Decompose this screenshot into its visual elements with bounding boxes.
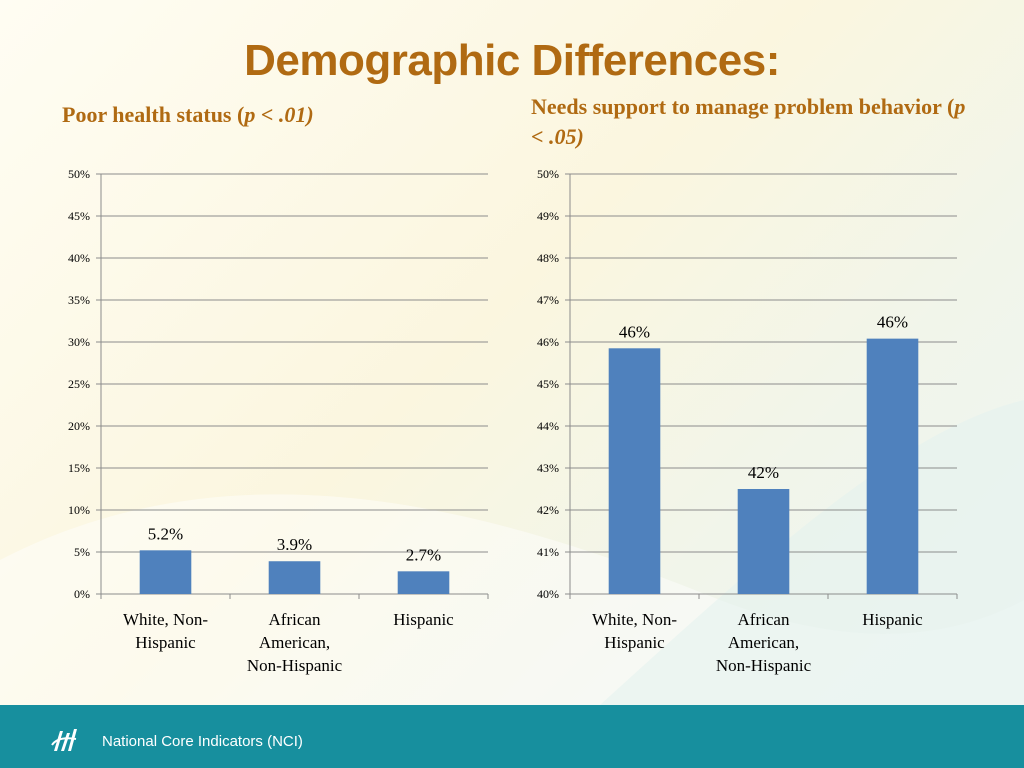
left-chart-ytick-label: 50% <box>68 167 90 181</box>
left-chart-category-label: Non-Hispanic <box>247 656 343 675</box>
left-chart-category-label: African <box>269 610 321 629</box>
right-chart-bar <box>608 348 661 594</box>
right-chart-ytick-label: 42% <box>537 503 559 517</box>
left-chart-ytick-label: 0% <box>74 587 90 601</box>
right-chart-category-label: Hispanic <box>604 633 665 652</box>
footer-org-name: National Core Indicators (NCI) <box>102 733 303 750</box>
right-chart-category-label: African <box>738 610 790 629</box>
left-chart-ytick-label: 30% <box>68 335 90 349</box>
left-chart-data-label: 3.9% <box>277 535 312 554</box>
bar-chart-poor-health: 0% 5% 10% 15% 20% 25% 30% 35% 40% 45% 50% 5.2% White… <box>68 167 489 675</box>
right-chart-ytick-label: 48% <box>537 251 559 265</box>
left-chart-category-label: Hispanic <box>135 633 196 652</box>
right-chart-ytick-label: 50% <box>537 167 559 181</box>
left-chart-data-label: 2.7% <box>406 545 441 564</box>
chart-right-title: Needs support to manage problem behavior… <box>531 92 971 152</box>
chart-left-title: Poor health status (p < .01) <box>62 100 314 130</box>
left-chart-bar <box>397 571 450 594</box>
right-chart-category-label: Hispanic <box>862 610 923 629</box>
left-chart-category-label: White, Non- <box>123 610 208 629</box>
right-chart-ytick-label: 40% <box>537 587 559 601</box>
left-chart-category-label: American, <box>259 633 330 652</box>
right-chart-ytick-label: 45% <box>537 377 559 391</box>
chart-right-title-pvalue: p < .05) <box>531 94 966 149</box>
right-chart-data-label: 42% <box>748 463 779 482</box>
right-chart-ytick-label: 46% <box>537 335 559 349</box>
left-chart-ytick-label: 25% <box>68 377 90 391</box>
left-chart-ytick-label: 15% <box>68 461 90 475</box>
nci-logo-icon <box>51 729 77 751</box>
right-chart-data-label: 46% <box>619 322 650 341</box>
right-chart-bar <box>866 338 919 594</box>
chart-left-title-pvalue: p < .01) <box>244 102 314 127</box>
right-chart-ytick-label: 49% <box>537 209 559 223</box>
left-chart-ytick-label: 35% <box>68 293 90 307</box>
left-chart-ytick-label: 5% <box>74 545 90 559</box>
left-chart-bar <box>268 561 321 594</box>
right-chart-category-label: Non-Hispanic <box>716 656 812 675</box>
left-chart-data-label: 5.2% <box>148 524 183 543</box>
right-chart-ytick-label: 41% <box>537 545 559 559</box>
left-chart-ytick-label: 40% <box>68 251 90 265</box>
right-chart-ytick-label: 43% <box>537 461 559 475</box>
left-chart-ytick-label: 10% <box>68 503 90 517</box>
left-chart-category-label: Hispanic <box>393 610 454 629</box>
right-chart-ytick-label: 47% <box>537 293 559 307</box>
right-chart-category-label: White, Non- <box>592 610 677 629</box>
right-chart-ytick-label: 44% <box>537 419 559 433</box>
chart-right-title-text: Needs support to manage problem behavior… <box>531 94 955 119</box>
footer-bar: National Core Indicators (NCI) <box>0 705 1024 768</box>
left-chart-ytick-label: 20% <box>68 419 90 433</box>
right-chart-data-label: 46% <box>877 313 908 332</box>
left-chart-bar <box>139 550 192 594</box>
page-title: Demographic Differences: <box>244 36 780 85</box>
chart-left-title-text: Poor health status ( <box>62 102 245 127</box>
right-chart-bar <box>737 489 790 594</box>
bar-chart-problem-behavior: 40% 41% 42% 43% 44% 45% 46% 47% 48% 49% 50% 46% Whit… <box>537 167 958 675</box>
right-chart-category-label: American, <box>728 633 799 652</box>
left-chart-ytick-label: 45% <box>68 209 90 223</box>
